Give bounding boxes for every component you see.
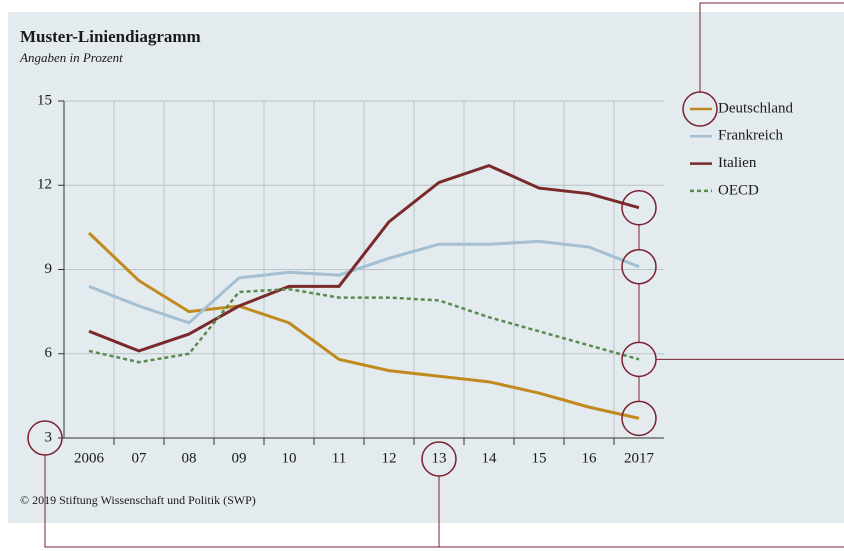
- annotation-line: [699, 2, 844, 92]
- x-tick-label: 10: [282, 450, 297, 466]
- legend-label: Frankreich: [718, 128, 783, 144]
- x-tick-label: 13: [432, 450, 447, 466]
- x-tick-label: 09: [232, 450, 247, 466]
- x-tick-label: 16: [582, 450, 598, 466]
- line-series: [88, 239, 640, 325]
- legend-label: Italien: [718, 155, 757, 171]
- annotation-line: [44, 455, 440, 548]
- x-tick-label: 2017: [624, 450, 655, 466]
- panel: [8, 12, 844, 523]
- y-tick-label: 3: [45, 429, 53, 445]
- y-tick-label: 9: [45, 261, 53, 277]
- y-tick-label: 12: [37, 177, 52, 193]
- chart-subtitle: Angaben in Prozent: [19, 50, 123, 65]
- line-series: [88, 163, 640, 353]
- legend-label: OECD: [718, 182, 759, 198]
- x-tick-label: 14: [482, 450, 498, 466]
- x-tick-label: 12: [382, 450, 397, 466]
- chart-title: Muster-Liniendiagramm: [20, 27, 201, 46]
- x-tick-label: 2006: [74, 450, 105, 466]
- x-tick-label: 11: [332, 450, 346, 466]
- x-tick-label: 07: [132, 450, 148, 466]
- y-tick-label: 6: [45, 345, 53, 361]
- x-tick-label: 15: [532, 450, 547, 466]
- line-series: [88, 287, 640, 364]
- line-series: [87, 231, 640, 420]
- y-tick-label: 15: [37, 92, 52, 108]
- x-tick-label: 08: [182, 450, 197, 466]
- footer: © 2019 Stiftung Wissenschaft und Politik…: [20, 493, 256, 507]
- legend-label: Deutschland: [718, 100, 793, 116]
